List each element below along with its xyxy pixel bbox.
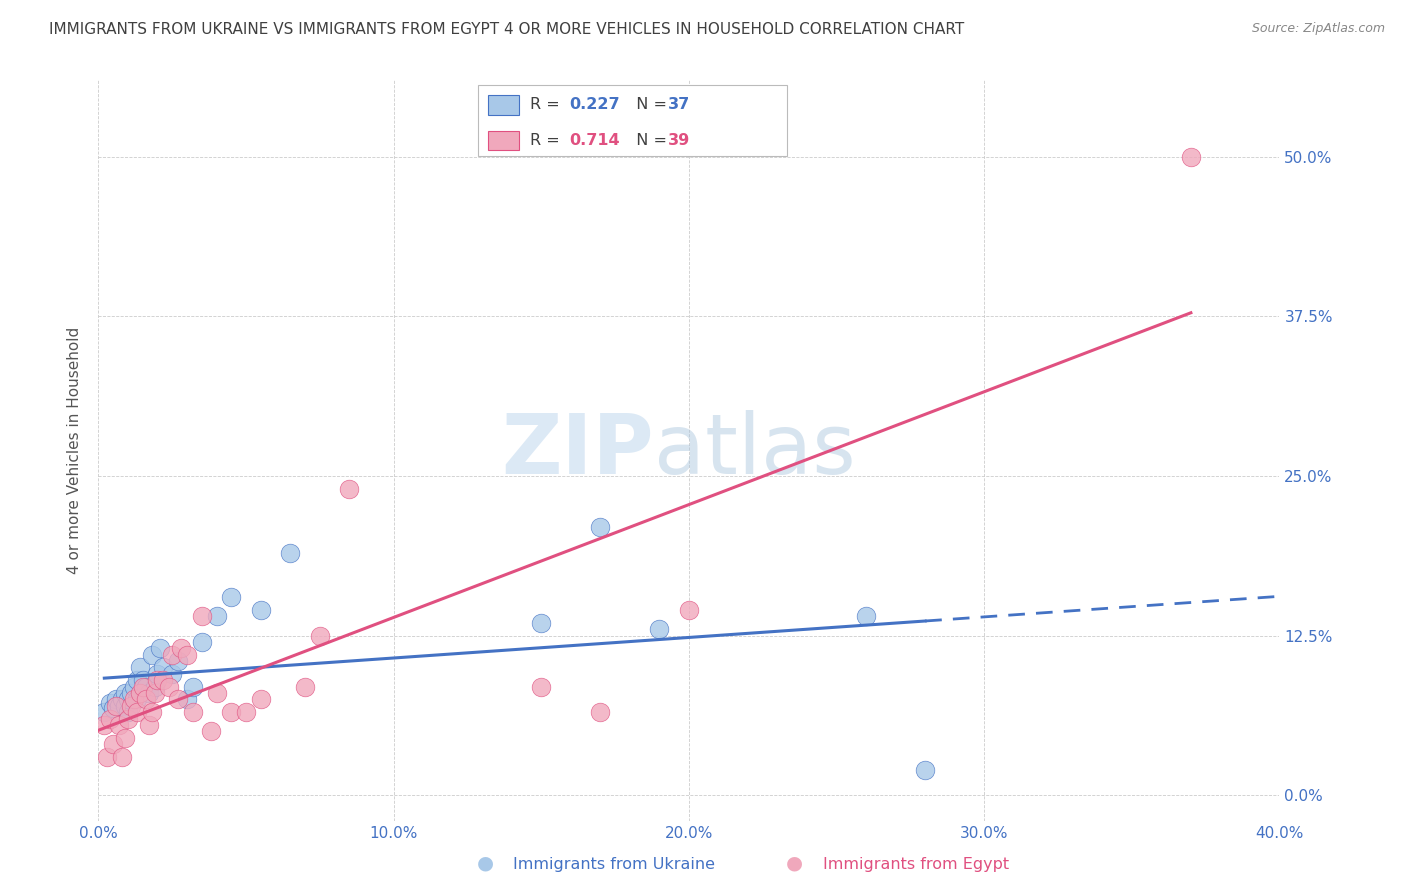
Text: Immigrants from Ukraine: Immigrants from Ukraine [513,857,716,872]
Point [589,520,612,534]
Point [191,609,214,624]
Point [125,692,148,706]
Point [143,680,166,694]
Text: R =: R = [530,133,565,148]
Point [1180,150,1202,164]
Text: N =: N = [626,133,672,148]
Point [250,692,273,706]
Point [855,609,877,624]
Point [93,718,115,732]
Point [141,705,163,719]
Point [176,648,198,662]
Point [103,701,125,715]
Text: 37: 37 [668,97,690,112]
Point [152,673,174,688]
Point [138,686,160,700]
Point [108,698,131,713]
Text: ZIP: ZIP [501,410,654,491]
Text: ●: ● [477,854,494,872]
Point [135,680,157,694]
Point [200,724,222,739]
Text: 0.714: 0.714 [569,133,620,148]
Point [221,591,243,605]
Point [96,749,118,764]
Point [678,603,700,617]
Point [114,731,136,745]
Point [280,545,302,559]
Point [111,749,134,764]
Point [167,692,190,706]
Point [167,654,190,668]
Point [114,686,136,700]
Point [914,763,936,777]
Point [205,609,228,624]
Point [339,482,361,496]
Point [120,686,142,700]
Point [105,698,128,713]
Text: ●: ● [786,854,803,872]
Point [250,603,273,617]
Point [98,696,121,710]
Point [181,705,204,719]
Text: Immigrants from Egypt: Immigrants from Egypt [823,857,1008,872]
Point [162,666,183,681]
Point [105,692,128,706]
Point [93,705,115,719]
Point [135,692,157,706]
Point [648,622,671,636]
Text: 0.227: 0.227 [569,97,620,112]
Point [149,641,172,656]
Text: IMMIGRANTS FROM UKRAINE VS IMMIGRANTS FROM EGYPT 4 OR MORE VEHICLES IN HOUSEHOLD: IMMIGRANTS FROM UKRAINE VS IMMIGRANTS FR… [49,22,965,37]
Point [125,673,148,688]
Point [205,686,228,700]
Point [589,705,612,719]
Point [128,686,150,700]
Point [176,692,198,706]
Point [138,718,160,732]
Point [132,673,155,688]
Point [122,692,145,706]
Point [191,635,214,649]
Point [294,680,316,694]
Point [117,712,139,726]
Point [111,692,134,706]
Point [128,660,150,674]
Point [125,705,148,719]
Point [221,705,243,719]
Text: Source: ZipAtlas.com: Source: ZipAtlas.com [1251,22,1385,36]
Point [108,718,131,732]
Point [114,698,136,713]
Text: atlas: atlas [654,410,855,491]
Point [122,680,145,694]
Point [146,666,169,681]
Point [152,660,174,674]
Point [103,737,125,751]
Point [117,705,139,719]
Point [132,680,155,694]
Point [143,686,166,700]
Point [117,692,139,706]
Point [309,629,332,643]
Point [170,641,193,656]
Y-axis label: 4 or more Vehicles in Household: 4 or more Vehicles in Household [67,326,83,574]
Point [235,705,257,719]
Text: R =: R = [530,97,565,112]
Point [141,648,163,662]
Text: N =: N = [626,97,672,112]
Point [530,680,553,694]
Point [157,680,180,694]
Point [162,648,183,662]
Point [146,673,169,688]
Point [181,680,204,694]
Point [530,615,553,630]
Text: 39: 39 [668,133,690,148]
Point [98,712,121,726]
Point [120,698,142,713]
